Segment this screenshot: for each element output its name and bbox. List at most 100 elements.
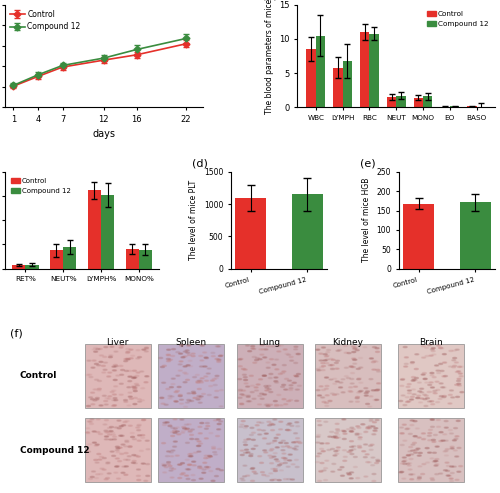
Circle shape xyxy=(214,454,218,455)
Circle shape xyxy=(285,353,289,354)
Circle shape xyxy=(196,374,200,376)
Circle shape xyxy=(294,349,298,350)
Circle shape xyxy=(294,400,298,401)
Circle shape xyxy=(316,349,320,351)
Circle shape xyxy=(117,420,121,421)
Bar xyxy=(236,344,302,408)
Circle shape xyxy=(422,438,426,440)
Circle shape xyxy=(180,346,184,347)
Circle shape xyxy=(452,440,456,441)
Circle shape xyxy=(100,355,103,356)
Circle shape xyxy=(274,437,278,439)
Circle shape xyxy=(430,419,434,421)
Circle shape xyxy=(104,439,108,440)
Circle shape xyxy=(160,397,164,398)
Circle shape xyxy=(328,401,332,402)
Circle shape xyxy=(88,444,92,445)
Circle shape xyxy=(403,404,407,406)
Circle shape xyxy=(342,419,346,420)
Circle shape xyxy=(174,401,178,402)
Circle shape xyxy=(172,446,176,447)
Circle shape xyxy=(436,345,440,346)
Circle shape xyxy=(174,428,178,429)
Circle shape xyxy=(348,452,352,453)
Bar xyxy=(63,247,76,269)
Text: (b): (b) xyxy=(262,0,278,1)
Circle shape xyxy=(326,355,329,356)
Circle shape xyxy=(204,458,208,459)
Circle shape xyxy=(355,433,359,434)
Circle shape xyxy=(349,450,353,451)
Circle shape xyxy=(409,474,413,475)
Circle shape xyxy=(262,375,266,376)
Circle shape xyxy=(196,445,200,447)
Circle shape xyxy=(413,380,417,381)
Circle shape xyxy=(430,479,434,481)
Circle shape xyxy=(104,362,108,363)
Circle shape xyxy=(211,352,215,353)
Circle shape xyxy=(436,389,440,390)
Circle shape xyxy=(329,379,333,380)
Circle shape xyxy=(444,421,448,422)
Circle shape xyxy=(97,454,101,455)
Circle shape xyxy=(256,357,260,359)
Circle shape xyxy=(316,461,320,463)
Text: Liver: Liver xyxy=(106,338,129,347)
Circle shape xyxy=(456,380,460,382)
Circle shape xyxy=(413,436,417,437)
Circle shape xyxy=(372,369,376,370)
Circle shape xyxy=(137,440,141,441)
Circle shape xyxy=(372,481,376,482)
Text: Lung: Lung xyxy=(258,338,280,347)
Circle shape xyxy=(350,378,354,380)
Circle shape xyxy=(372,360,376,361)
Circle shape xyxy=(114,364,117,366)
Circle shape xyxy=(124,358,128,360)
Circle shape xyxy=(368,425,372,427)
Circle shape xyxy=(244,452,248,454)
Bar xyxy=(26,265,38,269)
Circle shape xyxy=(119,394,123,395)
Circle shape xyxy=(455,349,459,351)
Circle shape xyxy=(195,439,199,440)
Circle shape xyxy=(426,398,430,399)
Circle shape xyxy=(284,443,288,444)
X-axis label: days: days xyxy=(92,129,116,140)
Circle shape xyxy=(188,464,192,465)
Circle shape xyxy=(432,354,436,355)
Circle shape xyxy=(450,472,454,474)
Circle shape xyxy=(346,429,350,430)
Circle shape xyxy=(136,372,140,373)
Circle shape xyxy=(125,421,129,422)
Circle shape xyxy=(452,359,456,361)
Circle shape xyxy=(135,375,139,377)
Circle shape xyxy=(164,466,168,468)
Circle shape xyxy=(96,397,100,398)
Circle shape xyxy=(199,345,203,346)
Circle shape xyxy=(200,382,203,383)
Circle shape xyxy=(296,353,300,354)
Circle shape xyxy=(252,448,255,450)
Circle shape xyxy=(432,377,436,378)
Circle shape xyxy=(369,419,373,420)
Circle shape xyxy=(364,457,367,458)
Circle shape xyxy=(400,379,404,380)
Circle shape xyxy=(441,440,445,441)
Circle shape xyxy=(109,355,113,356)
Circle shape xyxy=(294,441,298,443)
Circle shape xyxy=(458,385,462,386)
Circle shape xyxy=(134,383,138,385)
Circle shape xyxy=(244,377,247,378)
Circle shape xyxy=(254,473,258,474)
Circle shape xyxy=(168,465,172,466)
Circle shape xyxy=(330,364,334,366)
Circle shape xyxy=(452,367,456,368)
Circle shape xyxy=(178,370,182,371)
Circle shape xyxy=(333,436,337,437)
Circle shape xyxy=(286,429,290,430)
Circle shape xyxy=(374,361,378,362)
Circle shape xyxy=(376,369,380,371)
Circle shape xyxy=(270,457,274,458)
Circle shape xyxy=(194,452,198,453)
Circle shape xyxy=(273,479,277,480)
